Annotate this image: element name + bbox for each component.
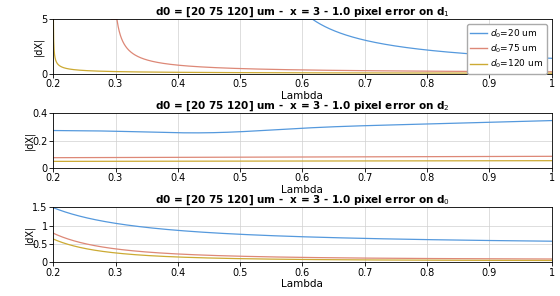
- X-axis label: Lambda: Lambda: [282, 91, 323, 101]
- Y-axis label: |dX|: |dX|: [24, 131, 35, 150]
- Title: d0 = [20 75 120] um -  x = 3 - 1.0 pixel error on d$_{1}$: d0 = [20 75 120] um - x = 3 - 1.0 pixel …: [155, 6, 450, 19]
- Title: d0 = [20 75 120] um -  x = 3 - 1.0 pixel error on d$_{0}$: d0 = [20 75 120] um - x = 3 - 1.0 pixel …: [155, 194, 450, 207]
- X-axis label: Lambda: Lambda: [282, 185, 323, 195]
- Legend: $d_0$=20 um, $d_0$=75 um, $d_0$=120 um: $d_0$=20 um, $d_0$=75 um, $d_0$=120 um: [466, 24, 547, 74]
- Title: d0 = [20 75 120] um -  x = 3 - 1.0 pixel error on d$_{2}$: d0 = [20 75 120] um - x = 3 - 1.0 pixel …: [155, 100, 450, 113]
- Y-axis label: |dX|: |dX|: [34, 37, 44, 56]
- X-axis label: Lambda: Lambda: [282, 279, 323, 289]
- Y-axis label: |dX|: |dX|: [24, 225, 35, 244]
